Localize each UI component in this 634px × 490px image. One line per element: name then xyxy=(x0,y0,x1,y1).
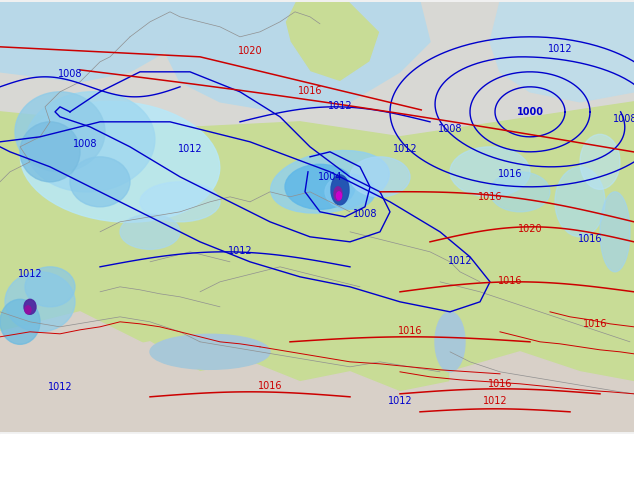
Ellipse shape xyxy=(25,306,31,314)
Ellipse shape xyxy=(285,164,355,209)
Ellipse shape xyxy=(20,122,80,182)
Text: 1016: 1016 xyxy=(398,326,422,336)
Ellipse shape xyxy=(120,214,180,249)
Ellipse shape xyxy=(15,92,105,172)
Text: 1020: 1020 xyxy=(518,224,542,234)
Text: 1012: 1012 xyxy=(482,396,507,406)
Text: 1012: 1012 xyxy=(448,256,472,266)
Polygon shape xyxy=(0,102,634,432)
Text: 1000: 1000 xyxy=(517,107,543,117)
Bar xyxy=(67,451,88,467)
Text: 1016: 1016 xyxy=(258,381,282,391)
Text: 40: 40 xyxy=(224,469,236,479)
Ellipse shape xyxy=(331,175,349,205)
Text: 10: 10 xyxy=(102,469,114,479)
Text: 1008: 1008 xyxy=(73,139,97,149)
Ellipse shape xyxy=(20,101,220,222)
Text: 1012: 1012 xyxy=(18,269,42,279)
Text: 1012: 1012 xyxy=(548,44,573,54)
Bar xyxy=(6,451,27,467)
Ellipse shape xyxy=(25,267,75,307)
Ellipse shape xyxy=(555,167,605,237)
Bar xyxy=(231,451,251,467)
Text: 50: 50 xyxy=(266,469,277,479)
Polygon shape xyxy=(0,312,180,432)
Text: 20: 20 xyxy=(143,469,155,479)
Ellipse shape xyxy=(25,92,155,192)
Text: We 05-06-2024 18.00 UTC (18+54): We 05-06-2024 18.00 UTC (18+54) xyxy=(363,443,595,457)
Polygon shape xyxy=(230,37,255,64)
Bar xyxy=(149,451,169,467)
Bar xyxy=(108,451,129,467)
Polygon shape xyxy=(490,2,634,102)
Ellipse shape xyxy=(325,174,375,209)
Text: 25: 25 xyxy=(164,469,175,479)
Text: @weatheronline.co.uk: @weatheronline.co.uk xyxy=(420,468,538,479)
Text: 0.5: 0.5 xyxy=(18,469,36,479)
Text: 5: 5 xyxy=(85,469,91,479)
Bar xyxy=(271,451,292,467)
Text: 0.1: 0.1 xyxy=(0,469,15,479)
Polygon shape xyxy=(0,2,180,82)
Text: 1: 1 xyxy=(44,469,50,479)
Text: 1004: 1004 xyxy=(318,172,342,182)
Text: 15: 15 xyxy=(123,469,134,479)
Bar xyxy=(129,451,149,467)
Text: 1012: 1012 xyxy=(178,144,202,154)
Text: 1016: 1016 xyxy=(498,276,522,286)
Text: 30: 30 xyxy=(184,469,196,479)
Text: 1008: 1008 xyxy=(353,209,377,219)
Text: 45: 45 xyxy=(245,469,257,479)
Text: 1016: 1016 xyxy=(498,169,522,179)
Polygon shape xyxy=(450,352,634,432)
Ellipse shape xyxy=(70,157,130,207)
Ellipse shape xyxy=(600,192,630,272)
Ellipse shape xyxy=(140,182,220,222)
Text: 1012: 1012 xyxy=(48,382,72,392)
Ellipse shape xyxy=(350,157,410,197)
Polygon shape xyxy=(0,2,634,137)
Text: 1016: 1016 xyxy=(578,234,602,244)
Ellipse shape xyxy=(450,147,530,197)
Text: 1020: 1020 xyxy=(238,46,262,56)
Text: Precipitation (6h) [mm] ECMWF: Precipitation (6h) [mm] ECMWF xyxy=(6,443,202,453)
Text: 1016: 1016 xyxy=(478,192,502,202)
Text: 1016: 1016 xyxy=(583,319,607,329)
Ellipse shape xyxy=(271,150,389,213)
Polygon shape xyxy=(292,451,303,467)
Text: 35: 35 xyxy=(204,469,216,479)
Ellipse shape xyxy=(24,299,36,314)
Polygon shape xyxy=(0,332,634,432)
Text: 1012: 1012 xyxy=(387,396,412,406)
Text: 2: 2 xyxy=(65,469,70,479)
Polygon shape xyxy=(285,2,380,82)
Ellipse shape xyxy=(337,192,342,200)
Ellipse shape xyxy=(0,299,40,344)
Text: 1012: 1012 xyxy=(328,101,353,111)
Bar xyxy=(169,451,190,467)
Ellipse shape xyxy=(435,312,465,372)
Bar xyxy=(88,451,108,467)
Ellipse shape xyxy=(580,134,620,189)
Bar xyxy=(251,451,271,467)
Polygon shape xyxy=(165,2,430,112)
Ellipse shape xyxy=(490,172,550,212)
Text: 1008: 1008 xyxy=(58,69,82,79)
Text: 1008: 1008 xyxy=(437,124,462,134)
Bar xyxy=(210,451,231,467)
Text: 1008: 1008 xyxy=(612,114,634,124)
Bar xyxy=(190,451,210,467)
Text: 1016: 1016 xyxy=(298,86,322,96)
Ellipse shape xyxy=(334,187,342,201)
Text: 1012: 1012 xyxy=(392,144,417,154)
Bar xyxy=(47,451,67,467)
Ellipse shape xyxy=(5,272,75,332)
Text: 1016: 1016 xyxy=(488,379,512,389)
Text: 1012: 1012 xyxy=(228,246,252,256)
Bar xyxy=(27,451,47,467)
Ellipse shape xyxy=(150,334,270,369)
